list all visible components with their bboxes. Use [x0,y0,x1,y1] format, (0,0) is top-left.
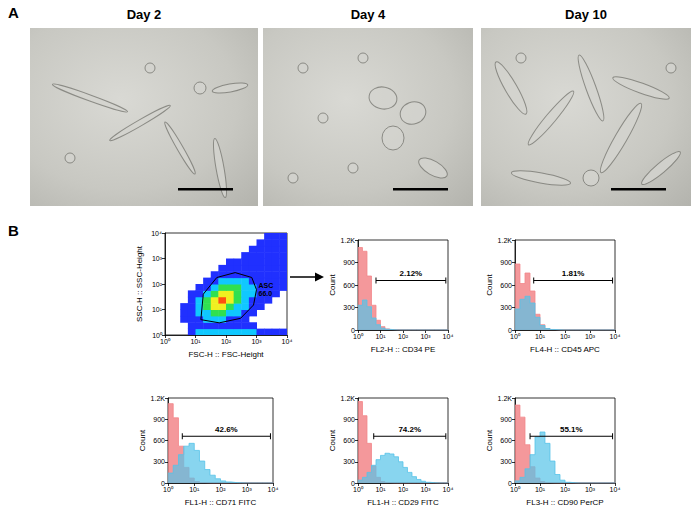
svg-text:ASC: ASC [259,282,274,289]
svg-text:1.2K: 1.2K [498,395,513,402]
svg-text:900: 900 [343,416,355,423]
svg-text:10²: 10² [398,486,409,493]
svg-text:10⁴: 10⁴ [268,486,279,493]
svg-text:900: 900 [343,259,355,266]
svg-text:0: 0 [508,326,512,334]
svg-text:66.0: 66.0 [259,290,273,297]
svg-text:10¹: 10¹ [189,486,200,493]
svg-text:10⁴: 10⁴ [443,333,454,340]
svg-text:10²: 10² [221,338,232,345]
svg-text:FL3-H :: CD90 PerCP: FL3-H :: CD90 PerCP [526,498,603,507]
svg-text:42.6%: 42.6% [215,425,238,434]
svg-text:10¹: 10¹ [375,333,386,340]
svg-text:10³: 10³ [242,486,253,493]
svg-text:10⁰: 10⁰ [510,333,521,340]
svg-text:1.2K: 1.2K [341,395,356,402]
svg-text:10⁴: 10⁴ [610,333,621,340]
svg-text:10⁰: 10⁰ [160,338,171,345]
svg-text:600: 600 [343,282,355,289]
svg-text:FSC-H :: FSC-Height: FSC-H :: FSC-Height [188,350,264,359]
svg-text:0: 0 [351,479,355,487]
svg-text:900: 900 [500,416,512,423]
svg-text:900: 900 [153,416,165,423]
svg-text:10²: 10² [152,281,163,288]
svg-text:10³: 10³ [420,486,431,493]
svg-text:Count: Count [485,429,494,451]
svg-text:SSC-H :: SSC-Height: SSC-H :: SSC-Height [135,245,144,322]
svg-text:10⁰: 10⁰ [163,486,174,493]
svg-text:74.2%: 74.2% [398,425,421,434]
svg-text:10³: 10³ [585,486,596,493]
svg-text:10⁴: 10⁴ [151,230,162,237]
svg-text:FL1-H :: CD29 FITC: FL1-H :: CD29 FITC [367,498,439,507]
svg-text:600: 600 [153,437,165,444]
svg-text:2.12%: 2.12% [400,269,423,278]
svg-text:0: 0 [351,326,355,334]
svg-text:10¹: 10¹ [535,333,546,340]
svg-text:300: 300 [500,304,512,311]
svg-text:10⁴: 10⁴ [610,486,621,493]
html-text:A: A [8,4,19,21]
svg-text:300: 300 [343,304,355,311]
svg-text:10²: 10² [560,333,571,340]
svg-text:600: 600 [500,282,512,289]
svg-text:300: 300 [153,458,165,465]
svg-text:1.81%: 1.81% [562,269,585,278]
svg-text:1.2K: 1.2K [151,395,166,402]
svg-text:10¹: 10¹ [535,486,546,493]
svg-text:10⁰: 10⁰ [510,486,521,493]
svg-text:10²: 10² [398,333,409,340]
svg-text:1.2K: 1.2K [498,237,513,244]
svg-text:FL1-H :: CD71 FITC: FL1-H :: CD71 FITC [185,498,257,507]
svg-text:FL2-H :: CD34 PE: FL2-H :: CD34 PE [371,345,435,354]
svg-text:600: 600 [500,437,512,444]
svg-text:0: 0 [161,479,165,487]
svg-text:FL4-H :: CD45 APC: FL4-H :: CD45 APC [530,345,600,354]
svg-text:10¹: 10¹ [375,486,386,493]
svg-text:10³: 10³ [251,338,262,345]
svg-text:Count: Count [485,274,494,296]
svg-text:10³: 10³ [152,255,163,262]
html-text:Day 2: Day 2 [126,7,162,22]
svg-text:900: 900 [500,259,512,266]
svg-text:10⁰: 10⁰ [353,333,364,340]
svg-text:10⁴: 10⁴ [282,338,293,345]
svg-text:10⁰: 10⁰ [353,486,364,493]
svg-text:0: 0 [508,479,512,487]
svg-text:10⁴: 10⁴ [443,486,454,493]
html-text:Day 4: Day 4 [350,7,386,22]
svg-text:10¹: 10¹ [190,338,201,345]
html-text:B: B [8,222,19,239]
svg-text:300: 300 [343,458,355,465]
svg-text:300: 300 [500,458,512,465]
svg-text:10³: 10³ [585,333,596,340]
svg-text:10⁰: 10⁰ [152,331,162,339]
svg-text:Count: Count [138,429,147,451]
svg-text:10²: 10² [560,486,571,493]
svg-text:600: 600 [343,437,355,444]
svg-text:10³: 10³ [420,333,431,340]
svg-text:1.2K: 1.2K [341,237,356,244]
svg-text:Count: Count [328,429,337,451]
svg-text:Count: Count [328,274,337,296]
svg-text:55.1%: 55.1% [560,425,583,434]
html-text:Day 10: Day 10 [565,7,607,22]
svg-text:10¹: 10¹ [152,306,163,313]
svg-text:10²: 10² [215,486,226,493]
